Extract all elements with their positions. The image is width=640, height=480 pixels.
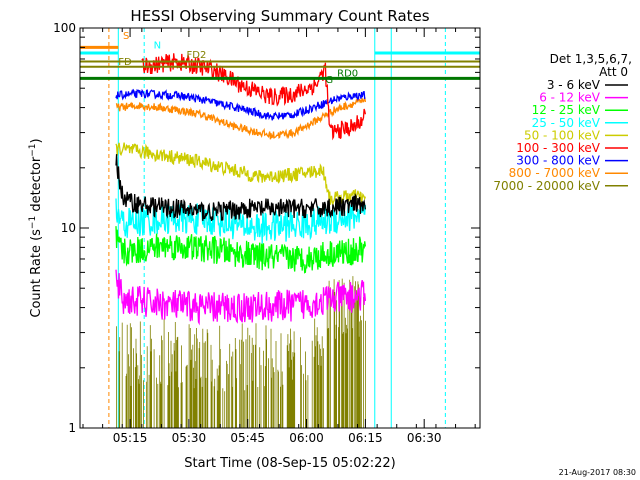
x-tick-label-2: 05:45 [230, 431, 265, 445]
chart-title: HESSI Observing Summary Count Rates [130, 7, 429, 25]
series-2-line [115, 226, 367, 274]
series-7 [115, 97, 367, 140]
y-axis-label-exponent-2: −1 [28, 143, 38, 156]
series-0 [115, 154, 367, 222]
series-8-bars [116, 276, 366, 428]
series-6-line [115, 88, 366, 121]
x-tick-label-4: 06:15 [348, 431, 383, 445]
legend-label-1: 6 - 12 keV [539, 91, 601, 105]
series-7-line [115, 97, 367, 140]
flag-label-3: FD [118, 57, 132, 68]
footer-date: 21-Aug-2017 08:30 [559, 468, 636, 477]
y-tick-label-2: 100 [53, 21, 76, 35]
legend-label-3: 25 - 50 keV [532, 116, 601, 130]
y-tick-label-0: 1 [68, 421, 76, 435]
series-0-line [115, 154, 367, 222]
y-axis-label-exponent-1: −1 [28, 216, 38, 229]
series-4 [115, 142, 367, 207]
series-1-line [115, 269, 367, 326]
series-3-line [115, 198, 367, 244]
plot-area: S N FD2 FD RD0 G [79, 28, 480, 428]
series-1 [115, 269, 367, 326]
flag-label-4: RD0 [337, 68, 358, 79]
y-axis-label-end: ) [29, 138, 44, 143]
x-tick-label-3: 06:00 [289, 431, 324, 445]
flag-label-0: S [123, 31, 129, 42]
flag-label-5: G [325, 75, 333, 86]
legend-label-4: 50 - 100 keV [524, 128, 601, 142]
legend-label-7: 800 - 7000 keV [509, 166, 601, 180]
x-tick-label-5: 06:30 [407, 431, 442, 445]
legend-label-2: 12 - 25 keV [532, 103, 601, 117]
series-2 [115, 226, 367, 274]
x-tick-label-0: 05:15 [113, 431, 148, 445]
legend-attenuator: Att 0 [599, 65, 628, 79]
series-4-line [115, 142, 367, 207]
axes: 05:15 05:30 05:45 06:00 06:15 06:30 1 10 100 [53, 21, 480, 445]
y-tick-label-1: 10 [61, 221, 76, 235]
x-axis-label: Start Time (08-Sep-15 05:02:22) [184, 456, 395, 471]
x-tick-label-1: 05:30 [172, 431, 207, 445]
legend-label-6: 300 - 800 keV [516, 154, 600, 168]
series-8 [116, 276, 366, 428]
legend-label-5: 100 - 300 keV [516, 141, 600, 155]
y-axis-label-middle: detector [29, 156, 44, 216]
legend-header: Det 1,3,5,6,7, [550, 52, 632, 66]
legend-label-8: 7000 - 20000 keV [493, 179, 600, 193]
series-3 [115, 198, 367, 244]
y-axis-label: Count Rate (s−1 detector−1) [28, 138, 44, 317]
flag-label-1: N [154, 41, 161, 52]
y-axis-label-main: Count Rate (s [29, 229, 44, 318]
flag-label-2: FD2 [187, 50, 207, 61]
series-6 [115, 88, 366, 121]
legend-label-0: 3 - 6 keV [547, 78, 601, 92]
